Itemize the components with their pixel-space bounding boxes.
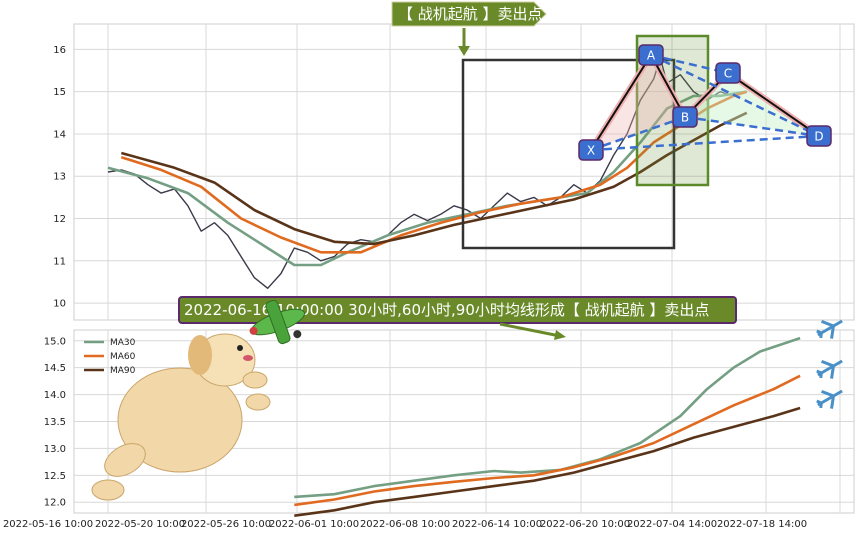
pattern-point-marker [672,106,698,128]
signal-label-text: 【 战机起航 】卖出点 [398,5,543,23]
signal-banner-text: 2022-06-16 10:00:00 30小时,60小时,90小时均线形成【 … [184,301,709,319]
ma-series [294,336,801,517]
series-line-ma60 [294,374,801,507]
pattern-dashed-line [590,115,686,152]
pattern-dashed-line [684,115,820,138]
pattern-dashed-line [650,53,820,138]
dog-illustration [91,333,271,501]
series-line-price [107,57,734,289]
price-panel: 10 11 12 13 14 15 16 X A B C D [53,23,855,321]
x-tick-label: 2022-06-08 10:00 [360,519,450,530]
airplane-icon [816,389,843,409]
y-tick-label: 13.0 [44,444,66,455]
x-tick-label: 2022-06-20 10:00 [540,519,630,530]
x-tick-label: 2022-05-20 10:00 [95,519,185,530]
ma-x-ticks: 2022-05-16 10:00 2022-05-20 10:002022-05-… [3,519,807,530]
x-tick-label: 2022-06-01 10:00 [269,519,359,530]
harmonic-pattern: X A B C D [578,44,832,161]
pattern-point-label: B [681,111,689,125]
ma-y-ticks: 12.0 12.5 13.0 13.5 14.0 14.5 15.0 [44,336,66,508]
price-y-ticks: 10 11 12 13 14 15 16 [53,45,66,310]
pattern-point-marker [806,125,832,147]
x-tick-label: 2022-05-16 10:00 [3,519,93,530]
y-tick-label: 12 [53,214,66,225]
highlight-box [461,58,676,250]
legend-label: MA60 [110,352,136,362]
pattern-point-label: X [587,144,595,158]
y-tick-label: 14 [53,129,66,140]
pattern-point-label: A [647,49,656,63]
y-tick-label: 11 [53,256,66,267]
legend-label: MA30 [110,338,136,348]
signal-banner: 2022-06-16 10:00:00 30小时,60小时,90小时均线形成【 … [178,296,737,340]
x-tick-label: 2022-07-04 14:00 [627,519,717,530]
x-tick-label: 2022-07-18 14:00 [717,519,807,530]
y-tick-label: 15 [53,87,66,98]
y-tick-label: 14.0 [44,390,66,401]
x-tick-label: 2022-05-26 10:00 [181,519,271,530]
pattern-point-marker [638,44,664,66]
y-tick-label: 14.5 [44,363,66,374]
y-tick-label: 13.5 [44,417,66,428]
legend: MA30 MA60 MA90 [84,338,136,376]
y-tick-label: 15.0 [44,336,66,347]
airplane-icon [816,319,843,339]
legend-label: MA90 [110,366,136,376]
pattern-dashed-line [650,53,729,75]
y-tick-label: 10 [53,299,66,310]
y-tick-label: 12.0 [44,498,66,509]
series-line-ma30 [107,90,748,267]
y-tick-label: 16 [53,45,66,56]
y-tick-label: 12.5 [44,471,66,482]
pattern-point-label: C [724,67,732,81]
pattern-point-marker [578,139,604,161]
y-tick-label: 13 [53,172,66,183]
pattern-point-label: D [814,130,823,144]
signal-label-tag: 【 战机起航 】卖出点 [391,1,547,56]
airplane-icon [816,359,843,379]
toy-plane-icon [249,299,305,345]
pattern-point-marker [715,62,741,84]
series-line-ma90 [120,111,748,246]
x-tick-label: 2022-06-14 10:00 [452,519,542,530]
series-line-ma90 [294,406,801,517]
